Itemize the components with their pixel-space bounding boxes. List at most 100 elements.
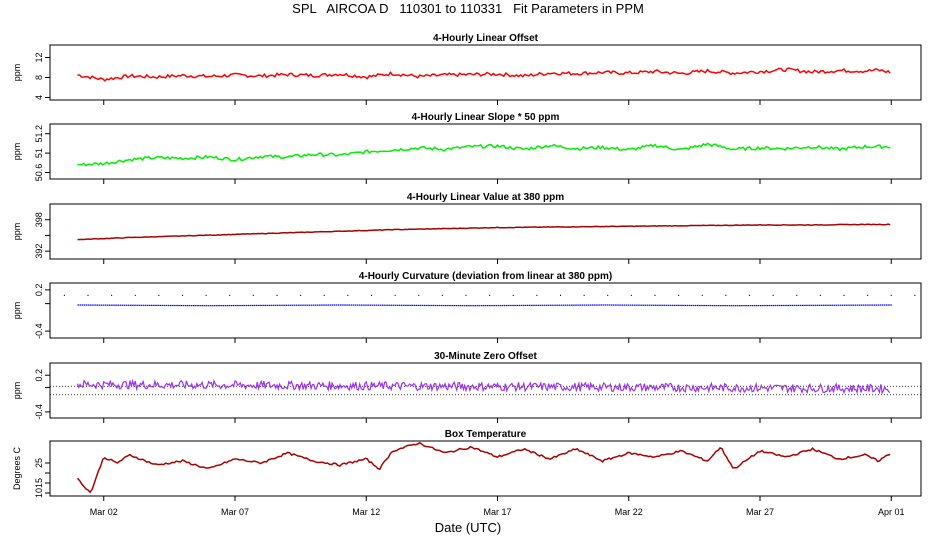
reference-point [607, 294, 609, 296]
data-point [514, 304, 516, 307]
y-tick-label: 15 [34, 478, 44, 488]
data-point [239, 304, 241, 307]
data-point [228, 304, 231, 307]
series-line [76, 441, 891, 494]
data-point [751, 305, 754, 307]
data-point [270, 304, 273, 306]
data-point [123, 304, 126, 306]
data-point [247, 304, 250, 307]
data-point [881, 304, 884, 306]
plot-frame [49, 440, 922, 497]
data-point [856, 304, 859, 306]
data-point [106, 304, 109, 306]
data-point [279, 304, 281, 306]
y-axis-label: Degrees C [12, 446, 22, 490]
data-point [331, 304, 334, 306]
data-point [94, 304, 96, 306]
data-point [256, 304, 258, 307]
data-point [850, 304, 852, 306]
data-point [79, 304, 82, 306]
data-point [268, 304, 271, 306]
data-point [697, 304, 699, 307]
reference-point [914, 294, 916, 296]
y-axis-label: ppm [12, 223, 22, 241]
data-point [602, 304, 605, 306]
panel-1: 4-Hourly Linear Offset ppm 4 8 12 [12, 33, 922, 105]
data-point [373, 304, 376, 306]
data-point [781, 304, 783, 307]
data-point [453, 304, 455, 307]
data-point [644, 304, 647, 306]
data-point [306, 304, 308, 306]
data-point [344, 304, 346, 306]
data-point [323, 304, 325, 306]
data-point [762, 304, 764, 307]
data-point [562, 304, 565, 306]
data-point [606, 304, 609, 306]
data-point [83, 304, 86, 306]
reference-point [134, 294, 136, 296]
data-point [797, 304, 800, 307]
y-tick-label: 398 [34, 212, 44, 227]
data-point [172, 304, 174, 307]
data-point [379, 304, 382, 306]
data-point [722, 305, 724, 307]
data-point [636, 304, 638, 306]
data-point [224, 305, 227, 307]
data-point [526, 304, 529, 306]
data-point [598, 304, 600, 306]
data-point [541, 304, 544, 306]
data-point [474, 305, 476, 307]
y-tick-label: 392 [34, 244, 44, 259]
data-point [304, 304, 306, 306]
data-point [470, 305, 472, 307]
data-point [671, 304, 674, 306]
data-point [449, 304, 451, 307]
reference-point [843, 294, 845, 296]
series-line [77, 67, 891, 82]
data-point [858, 304, 861, 306]
data-point [585, 304, 588, 306]
data-point [730, 305, 733, 307]
data-point [396, 304, 399, 306]
data-point [533, 304, 535, 306]
panel-title: 4-Hourly Curvature (deviation from linea… [359, 271, 612, 282]
reference-point [701, 294, 703, 296]
data-point [146, 304, 149, 306]
data-point [589, 304, 592, 306]
data-point [363, 304, 365, 306]
data-point [694, 304, 697, 307]
data-point [180, 304, 182, 307]
x-tick-label: Mar 17 [483, 507, 511, 517]
y-axis-label: ppm [12, 143, 22, 161]
data-point [197, 305, 199, 307]
data-point [883, 304, 886, 306]
data-point [579, 304, 581, 306]
data-point [547, 304, 550, 306]
data-point [111, 304, 113, 306]
data-point [791, 304, 794, 307]
data-point [713, 304, 716, 307]
data-point [308, 304, 311, 306]
reference-point [748, 294, 751, 296]
data-point [457, 305, 460, 307]
series-line [76, 378, 891, 395]
data-point [155, 304, 157, 307]
data-point [524, 304, 527, 307]
plot-frame [49, 123, 922, 180]
series-line [77, 223, 891, 241]
data-point [436, 304, 439, 307]
reference-point [63, 294, 65, 296]
panel-4: 4-Hourly Curvature (deviation from linea… [12, 271, 922, 343]
data-point [266, 304, 269, 306]
data-point [459, 305, 462, 307]
data-point [518, 304, 521, 307]
data-point [661, 304, 663, 306]
data-point [508, 304, 510, 307]
data-point [785, 304, 787, 307]
reference-point [465, 294, 467, 296]
data-point [358, 304, 361, 306]
data-point [491, 304, 493, 307]
data-point [274, 304, 277, 306]
data-point [167, 304, 170, 307]
